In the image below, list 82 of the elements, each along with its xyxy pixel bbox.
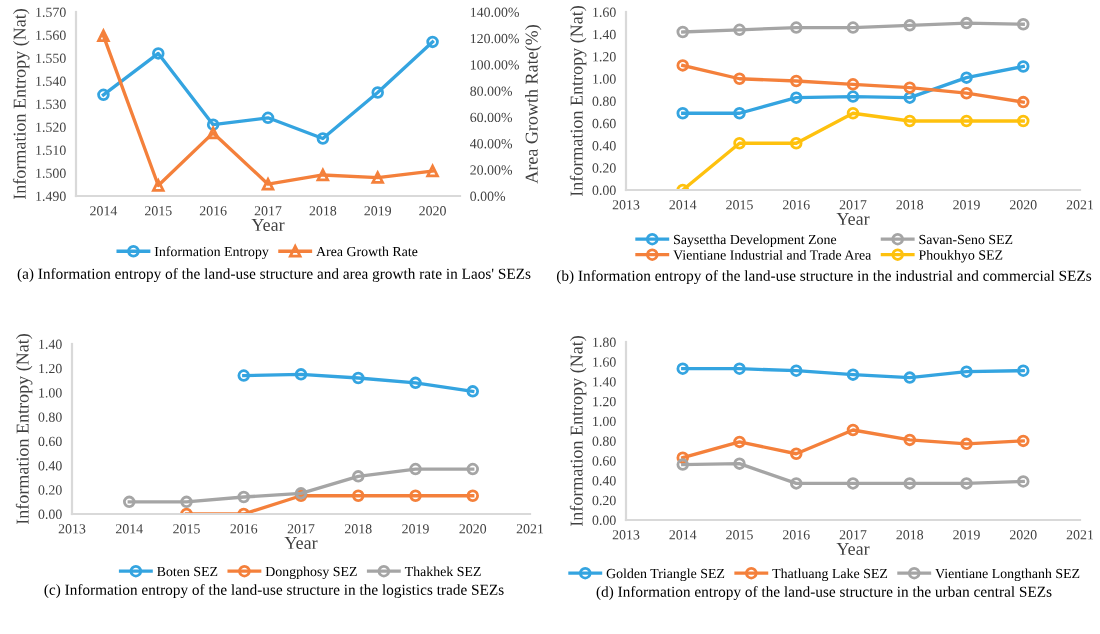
point bbox=[409, 489, 422, 503]
point bbox=[676, 106, 689, 120]
point bbox=[846, 90, 860, 103]
point bbox=[206, 118, 220, 131]
point bbox=[123, 495, 136, 509]
point bbox=[676, 59, 689, 72]
point bbox=[371, 86, 384, 99]
point bbox=[733, 106, 746, 120]
point bbox=[152, 47, 165, 60]
point bbox=[206, 126, 220, 140]
point bbox=[426, 164, 439, 178]
point bbox=[294, 368, 308, 381]
point bbox=[903, 19, 916, 32]
point bbox=[733, 435, 746, 449]
point bbox=[846, 21, 860, 34]
y2-axis-title: Area Growth Rate(%) bbox=[525, 25, 542, 184]
y-axis-title: Information Entropy (Nat) bbox=[569, 336, 587, 527]
point bbox=[903, 433, 916, 447]
point bbox=[1017, 17, 1030, 31]
point bbox=[960, 114, 973, 128]
point bbox=[676, 451, 689, 464]
point bbox=[733, 72, 746, 85]
point bbox=[790, 477, 803, 490]
y-axis-title: Information Entropy (Nat) bbox=[12, 9, 30, 200]
point bbox=[903, 81, 916, 94]
point bbox=[790, 21, 803, 34]
point bbox=[790, 447, 803, 460]
y-axis-title: Information Entropy (Nat) bbox=[15, 334, 33, 525]
point bbox=[1017, 95, 1030, 109]
point bbox=[1017, 364, 1030, 377]
point bbox=[960, 16, 973, 30]
x-axis-title: Year bbox=[836, 213, 870, 226]
point bbox=[352, 371, 365, 385]
point bbox=[960, 365, 973, 378]
x-axis-title: Year bbox=[836, 543, 870, 556]
point bbox=[466, 489, 479, 503]
point bbox=[316, 168, 330, 182]
point bbox=[237, 369, 250, 382]
point bbox=[846, 78, 860, 91]
point bbox=[846, 477, 860, 490]
point bbox=[97, 88, 110, 102]
y-axis-title: Information Entropy (Nat) bbox=[569, 6, 587, 197]
point bbox=[1017, 434, 1030, 448]
point bbox=[903, 114, 916, 128]
x-axis-title: Year bbox=[251, 219, 285, 232]
point bbox=[733, 23, 746, 37]
point bbox=[180, 495, 193, 509]
point bbox=[676, 362, 689, 375]
point bbox=[903, 477, 916, 490]
point bbox=[903, 371, 916, 384]
point bbox=[733, 137, 746, 150]
point bbox=[1017, 60, 1030, 73]
point bbox=[960, 71, 973, 84]
point bbox=[733, 457, 746, 470]
point bbox=[676, 458, 689, 471]
point bbox=[409, 462, 422, 476]
x-axis-title: Year bbox=[284, 537, 318, 550]
point bbox=[676, 25, 689, 39]
point bbox=[790, 91, 803, 104]
point bbox=[1017, 114, 1030, 128]
point bbox=[1017, 475, 1030, 488]
point bbox=[846, 423, 860, 437]
point bbox=[426, 35, 439, 49]
point bbox=[790, 74, 803, 88]
point bbox=[466, 462, 479, 476]
point bbox=[261, 111, 275, 125]
point bbox=[316, 132, 330, 145]
point bbox=[237, 490, 250, 504]
point bbox=[960, 86, 973, 100]
point bbox=[352, 470, 365, 483]
point bbox=[261, 177, 275, 191]
point bbox=[466, 385, 479, 398]
point bbox=[409, 376, 422, 390]
point bbox=[352, 489, 365, 503]
point bbox=[846, 368, 860, 381]
point bbox=[960, 437, 973, 451]
point bbox=[846, 106, 860, 120]
point bbox=[790, 137, 803, 150]
point bbox=[733, 362, 746, 375]
point bbox=[790, 364, 803, 377]
point bbox=[960, 477, 973, 490]
point bbox=[903, 91, 916, 104]
